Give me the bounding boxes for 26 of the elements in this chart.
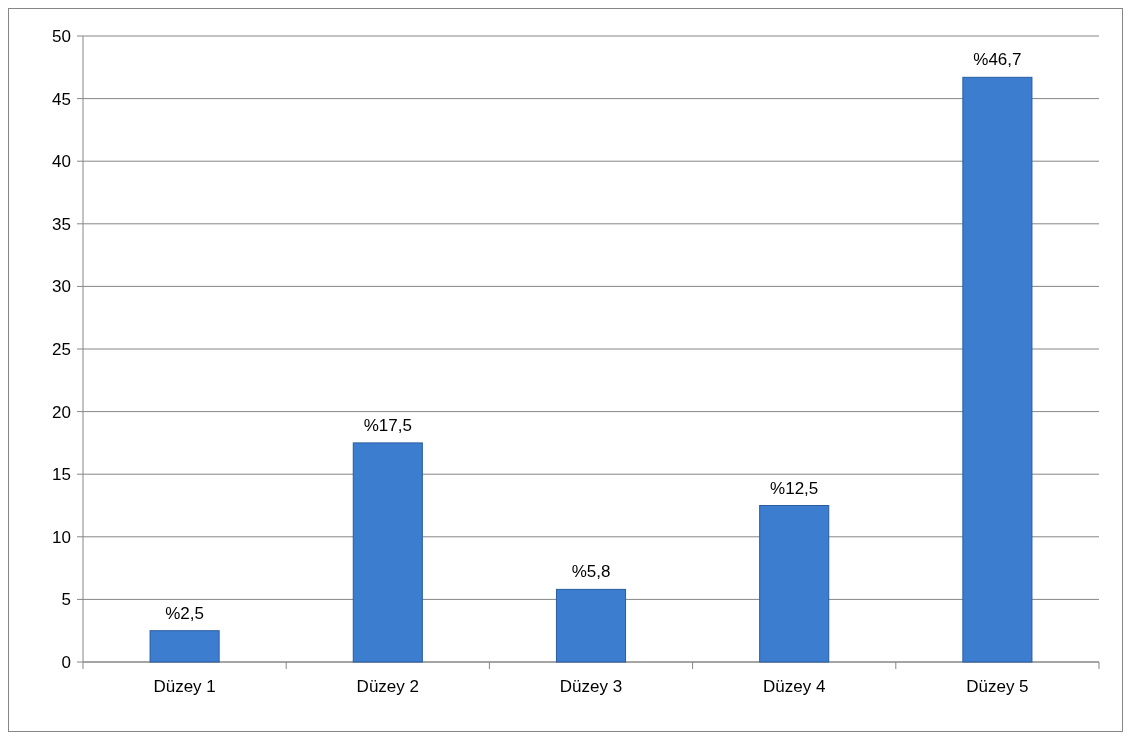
bar (759, 505, 830, 663)
x-tick-label: Düzey 3 (559, 677, 623, 696)
y-tick-label: 40 (52, 152, 71, 172)
y-tick-label: 15 (52, 465, 71, 485)
data-label: %2,5 (165, 603, 204, 623)
y-tick-label: 0 (61, 652, 71, 672)
x-tick-label: Düzey 2 (356, 677, 419, 696)
y-tick-label: 30 (52, 277, 71, 297)
y-tick-label: 35 (52, 214, 71, 234)
data-label: %17,5 (363, 415, 412, 435)
x-tick-label: Düzey 5 (966, 677, 1029, 696)
y-tick-label: 5 (61, 590, 71, 610)
data-label: %5,8 (571, 562, 611, 582)
y-tick-label: 25 (52, 339, 71, 359)
x-tick-label: Düzey 4 (763, 677, 826, 696)
y-tick-label: 45 (52, 89, 71, 109)
data-label: %46,7 (973, 50, 1022, 70)
bar (962, 76, 1033, 663)
bar (555, 588, 627, 663)
bar (149, 630, 220, 663)
y-tick-label: 10 (52, 527, 71, 547)
y-tick-label: 50 (52, 26, 71, 46)
data-label: %12,5 (770, 478, 819, 498)
bar (352, 442, 423, 663)
y-tick-label: 20 (52, 402, 71, 422)
x-tick-label: Düzey 1 (153, 677, 216, 696)
